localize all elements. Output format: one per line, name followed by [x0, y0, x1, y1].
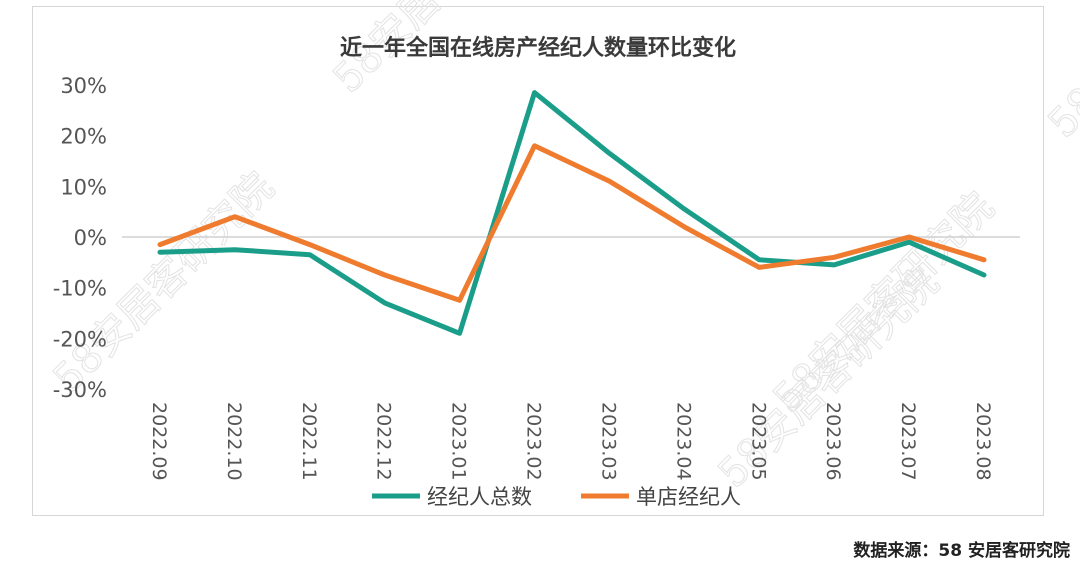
- legend-label-1: 经纪人总数: [427, 485, 532, 509]
- series-line-1: [157, 90, 987, 336]
- x-tick-label: 2022.11: [298, 402, 320, 481]
- chart-title: 近一年全国在线房产经纪人数量环比变化: [340, 35, 736, 61]
- y-tick-label: -20%: [53, 327, 107, 351]
- chart-frame: [32, 6, 1044, 516]
- x-tick-label: 2023.08: [972, 402, 994, 481]
- x-tick-label: 2022.10: [223, 402, 245, 481]
- x-axis-ticks: 2022.09 2022.10 2022.11 2022.12 2023.01 2023.…: [148, 402, 994, 481]
- y-axis-ticks: 30% 20% 10% 0% -10% -20% -30%: [53, 74, 107, 402]
- y-tick-label: 30%: [60, 74, 107, 98]
- x-tick-label: 2022.09: [148, 402, 170, 481]
- series-line-2: [157, 143, 987, 303]
- y-tick-label: 20%: [60, 125, 107, 149]
- x-tick-label: 2023.06: [822, 402, 844, 481]
- legend: 经纪人总数 单店经纪人: [372, 485, 741, 509]
- y-tick-label: -10%: [53, 277, 107, 301]
- x-tick-label: 2023.01: [448, 402, 470, 481]
- x-tick-label: 2022.12: [373, 402, 395, 481]
- x-tick-label: 2023.07: [897, 402, 919, 481]
- source-note: 数据来源：58 安居客研究院: [853, 541, 1070, 561]
- y-tick-label: 10%: [60, 175, 107, 199]
- legend-label-2: 单店经纪人: [636, 485, 741, 509]
- y-tick-label: 0%: [74, 226, 107, 250]
- watermark-text: 58安居客研究院: [1040, 0, 1080, 147]
- x-tick-label: 2023.05: [747, 402, 769, 481]
- y-tick-label: -30%: [53, 378, 107, 402]
- series-lines: [157, 90, 987, 336]
- x-tick-label: 2023.03: [597, 402, 619, 481]
- x-tick-label: 2023.04: [672, 402, 694, 481]
- x-tick-label: 2023.02: [523, 402, 545, 481]
